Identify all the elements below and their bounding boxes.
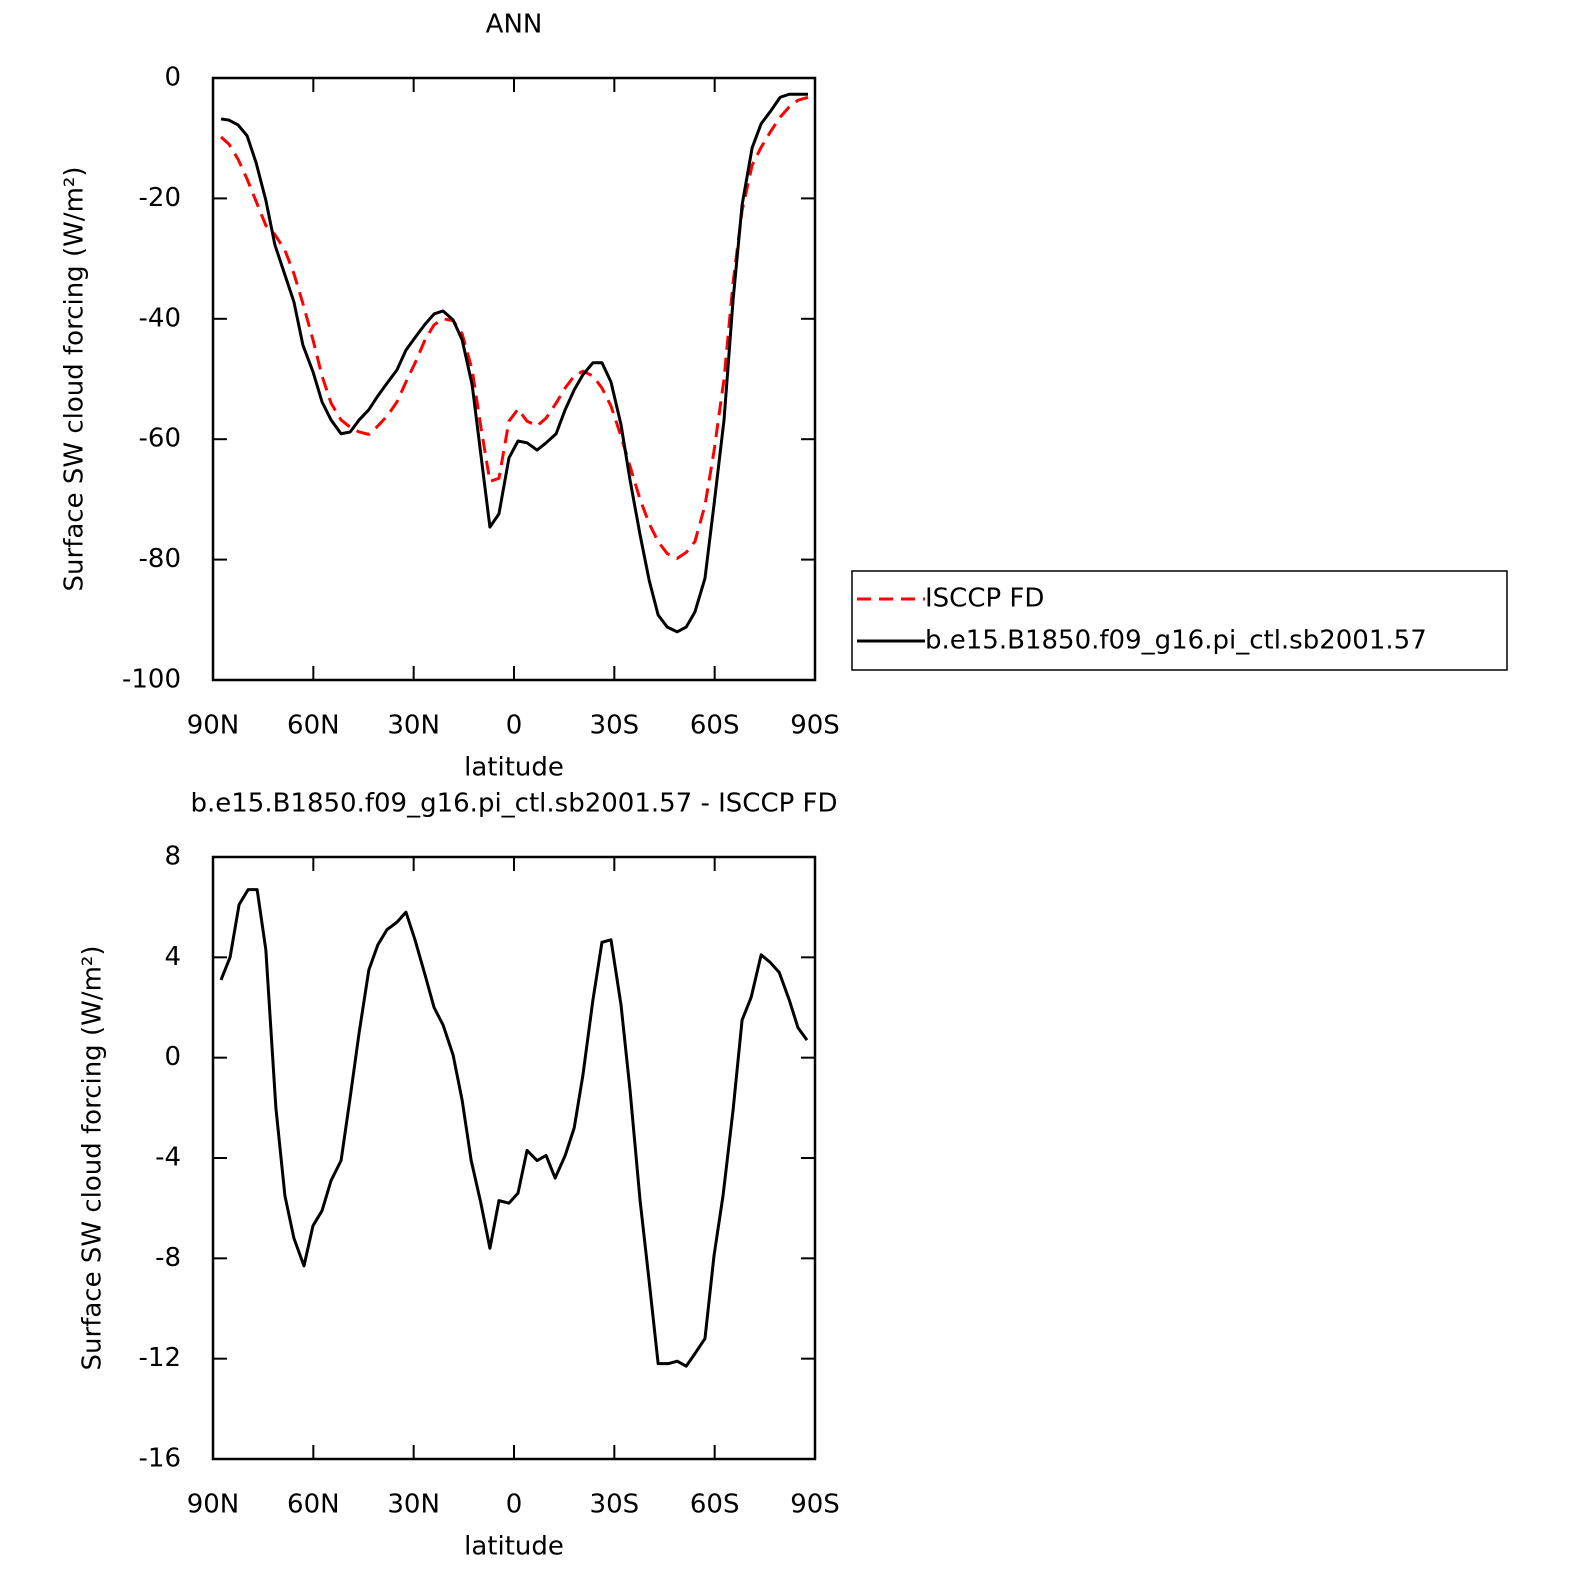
y-tick-label: -12 <box>139 1343 181 1373</box>
y-tick-label: -20 <box>139 183 181 213</box>
x-tick-label: 0 <box>506 1490 523 1520</box>
y-tick-label: 0 <box>164 1042 181 1072</box>
x-tick-label: 90N <box>187 1490 240 1520</box>
data-line <box>219 888 809 1368</box>
legend-label: ISCCP FD <box>925 584 1044 614</box>
legend-label: b.e15.B1850.f09_g16.pi_ctl.sb2001.57 <box>925 626 1427 656</box>
x-tick-label: 90N <box>187 711 240 741</box>
data-line <box>220 92 808 634</box>
y-tick-label: -80 <box>139 544 181 574</box>
y-tick-label: -40 <box>139 303 181 333</box>
data-line <box>220 95 809 560</box>
y-axis-label: Surface SW cloud forcing (W/m²) <box>78 946 108 1371</box>
x-tick-label: 60N <box>287 711 340 741</box>
x-tick-label: 30N <box>387 1490 440 1520</box>
y-tick-label: -16 <box>139 1444 181 1474</box>
x-tick-label: 30N <box>387 711 440 741</box>
y-tick-label: 8 <box>164 842 181 872</box>
x-tick-label: 30S <box>590 711 640 741</box>
x-axis-label: latitude <box>464 1532 564 1562</box>
plot-frame <box>211 855 817 1461</box>
x-tick-label: 90S <box>790 711 840 741</box>
x-tick-label: 0 <box>506 711 523 741</box>
x-axis-label: latitude <box>464 753 564 783</box>
plot-frame <box>211 76 817 682</box>
y-tick-label: 0 <box>164 63 181 93</box>
y-tick-label: -60 <box>139 424 181 454</box>
x-tick-label: 90S <box>790 1490 840 1520</box>
y-axis-label: Surface SW cloud forcing (W/m²) <box>60 167 90 592</box>
x-tick-label: 60N <box>287 1490 340 1520</box>
legend-box <box>851 570 1508 671</box>
x-tick-label: 30S <box>590 1490 640 1520</box>
x-tick-label: 60S <box>690 711 740 741</box>
y-tick-label: -100 <box>122 665 181 695</box>
x-tick-label: 60S <box>690 1490 740 1520</box>
y-tick-label: 4 <box>164 942 181 972</box>
y-tick-label: -8 <box>155 1243 181 1273</box>
y-tick-label: -4 <box>155 1143 181 1173</box>
chart-title: ANN <box>486 10 543 40</box>
chart-title: b.e15.B1850.f09_g16.pi_ctl.sb2001.57 - I… <box>190 789 837 819</box>
